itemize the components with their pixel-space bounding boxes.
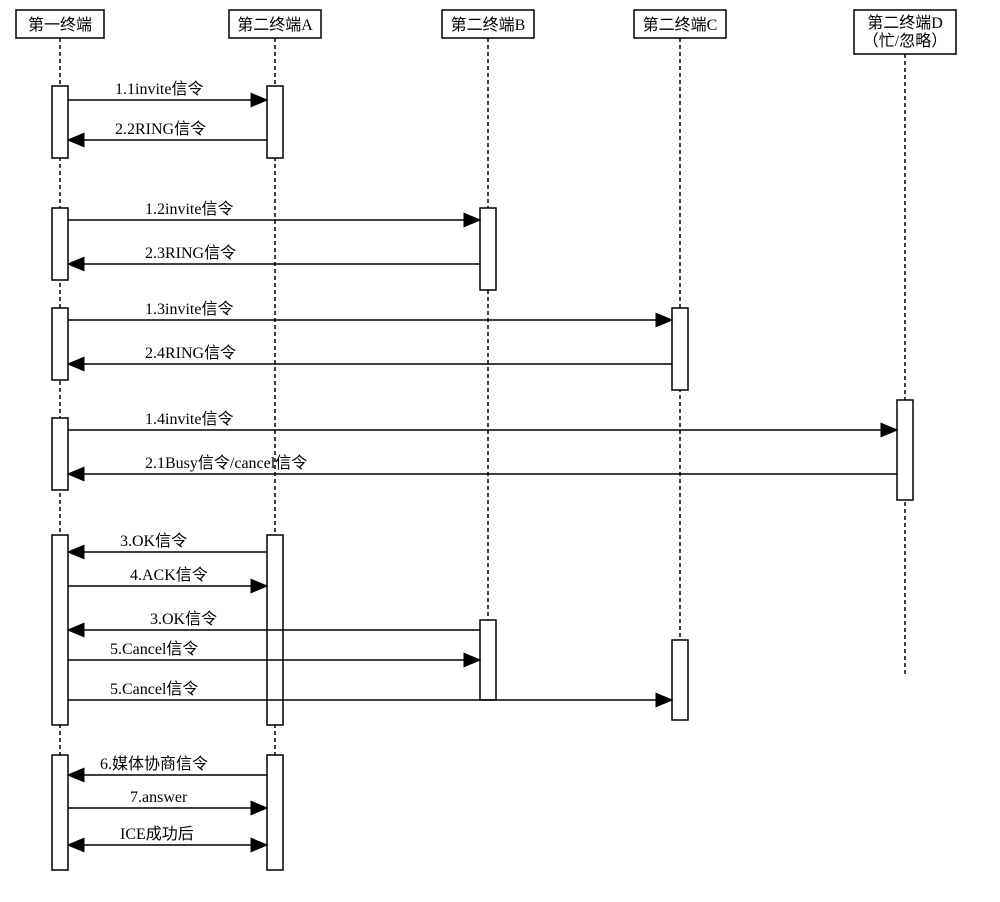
message-label-13: 6.媒体协商信令 bbox=[100, 755, 208, 773]
activation-t1-0 bbox=[52, 86, 68, 158]
message-label-2: 1.2invite信令 bbox=[145, 200, 233, 218]
lifelines-layer bbox=[60, 38, 905, 870]
message-label-9: 4.ACK信令 bbox=[130, 566, 208, 584]
message-label-4: 1.3invite信令 bbox=[145, 300, 233, 318]
actor-label-tA: 第二终端A bbox=[237, 16, 313, 34]
actor-sublabel-tD: （忙/忽略） bbox=[863, 32, 947, 50]
activation-tC-5 bbox=[672, 308, 688, 390]
message-label-14: 7.answer bbox=[130, 789, 188, 806]
message-label-12: 5.Cancel信令 bbox=[110, 680, 198, 698]
activation-t1-6 bbox=[52, 418, 68, 490]
activation-t1-12 bbox=[52, 755, 68, 870]
message-label-11: 5.Cancel信令 bbox=[110, 640, 198, 658]
actor-label-t1: 第一终端 bbox=[28, 16, 92, 34]
message-label-0: 1.1invite信令 bbox=[115, 80, 203, 98]
actor-label-tB: 第二终端B bbox=[451, 16, 526, 34]
message-label-1: 2.2RING信令 bbox=[115, 120, 206, 138]
messages-layer: 1.1invite信令 2.2RING信令 1.2invite信令 2.3RING信令… bbox=[68, 80, 897, 845]
activation-tC-11 bbox=[672, 640, 688, 720]
message-label-7: 2.1Busy信令/cancel信令 bbox=[145, 454, 307, 472]
message-label-15: ICE成功后 bbox=[120, 825, 194, 843]
activation-tA-1 bbox=[267, 86, 283, 158]
activation-t1-2 bbox=[52, 208, 68, 280]
activation-tB-10 bbox=[480, 620, 496, 700]
activation-t1-4 bbox=[52, 308, 68, 380]
message-label-10: 3.OK信令 bbox=[150, 610, 217, 628]
message-label-5: 2.4RING信令 bbox=[145, 344, 236, 362]
actor-label-tD: 第二终端D bbox=[867, 14, 943, 32]
activation-tB-3 bbox=[480, 208, 496, 290]
sequence-diagram: 第一终端 第二终端A 第二终端B 第二终端C 第二终端D（忙/忽略） 1.1invite… bbox=[0, 0, 1000, 902]
activation-tD-7 bbox=[897, 400, 913, 500]
actors-layer: 第一终端 第二终端A 第二终端B 第二终端C 第二终端D（忙/忽略） bbox=[16, 10, 956, 54]
message-label-6: 1.4invite信令 bbox=[145, 410, 233, 428]
activation-tA-13 bbox=[267, 755, 283, 870]
message-label-3: 2.3RING信令 bbox=[145, 244, 236, 262]
activation-t1-8 bbox=[52, 535, 68, 725]
message-label-8: 3.OK信令 bbox=[120, 532, 187, 550]
actor-label-tC: 第二终端C bbox=[643, 16, 718, 34]
